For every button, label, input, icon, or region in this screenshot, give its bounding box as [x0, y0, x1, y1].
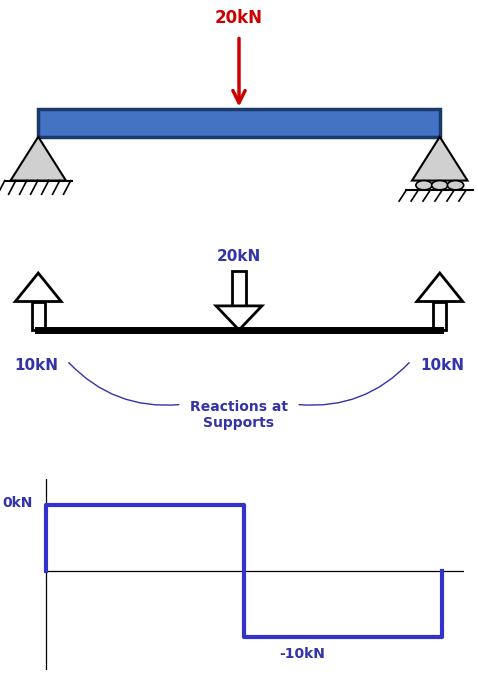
Polygon shape [216, 306, 262, 330]
Text: Reactions at
Supports: Reactions at Supports [190, 400, 288, 430]
Bar [32, 302, 45, 330]
Bar [232, 271, 246, 306]
Polygon shape [412, 137, 467, 181]
Text: 0kN: 0kN [2, 496, 33, 510]
Circle shape [432, 181, 448, 190]
Text: -10kN: -10kN [279, 647, 325, 661]
Circle shape [447, 181, 464, 190]
Polygon shape [11, 137, 66, 181]
Bar [38, 109, 440, 137]
Text: 20kN: 20kN [217, 249, 261, 264]
Bar [433, 302, 446, 330]
Text: 20kN: 20kN [215, 10, 263, 27]
Text: 10kN: 10kN [420, 358, 464, 373]
Text: 10kN: 10kN [14, 358, 58, 373]
Polygon shape [15, 273, 61, 302]
Circle shape [416, 181, 432, 190]
Polygon shape [417, 273, 463, 302]
